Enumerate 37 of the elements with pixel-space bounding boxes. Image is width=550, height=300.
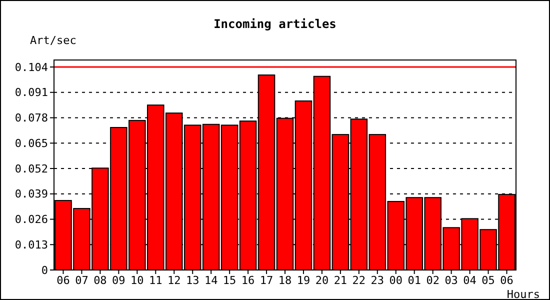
x-tick-label: 10 xyxy=(130,274,144,287)
y-tick-label: 0.013 xyxy=(14,238,48,252)
x-tick-label: 14 xyxy=(204,274,218,287)
chart-title: Incoming articles xyxy=(214,17,336,31)
x-tick-label: 11 xyxy=(149,274,162,287)
x-tick-label: 15 xyxy=(222,274,236,287)
x-tick-label: 07 xyxy=(75,274,88,287)
x-tick-label: 08 xyxy=(94,274,107,287)
x-tick-label: 03 xyxy=(444,274,458,287)
y-tick-label: 0.104 xyxy=(14,60,48,74)
y-tick-label: 0.065 xyxy=(14,136,48,150)
x-tick-label: 21 xyxy=(334,274,348,287)
y-tick-label: 0 xyxy=(41,264,48,277)
x-tick-label: 12 xyxy=(167,274,181,287)
y-tick-label: 0.078 xyxy=(14,112,48,125)
x-tick-label: 17 xyxy=(260,274,274,287)
y-tick-label: 0.091 xyxy=(14,86,48,100)
x-tick-label: 09 xyxy=(112,274,126,287)
x-tick-label: 23 xyxy=(370,274,384,287)
x-tick-label: 00 xyxy=(389,274,403,287)
y-tick-label: 0.026 xyxy=(14,213,48,226)
y-tick-label: 0.039 xyxy=(14,188,48,201)
x-tick-label: 04 xyxy=(463,274,477,287)
x-axis-title: Hours xyxy=(506,288,540,300)
x-tick-label: 13 xyxy=(186,274,200,287)
x-tick-label: 06 xyxy=(500,274,514,287)
x-tick-label: 19 xyxy=(296,274,310,287)
x-tick-label: 02 xyxy=(426,274,440,287)
y-axis-title: Art/sec xyxy=(30,34,76,47)
y-tick-label: 0.052 xyxy=(14,162,48,176)
x-tick-label: 05 xyxy=(482,274,495,287)
x-tick-label: 18 xyxy=(278,274,292,287)
x-tick-label: 06 xyxy=(56,274,70,287)
x-tick-label: 16 xyxy=(241,274,255,287)
x-tick-label: 22 xyxy=(352,274,366,287)
x-tick-label: 20 xyxy=(315,274,329,287)
x-tick-label: 01 xyxy=(408,274,421,287)
